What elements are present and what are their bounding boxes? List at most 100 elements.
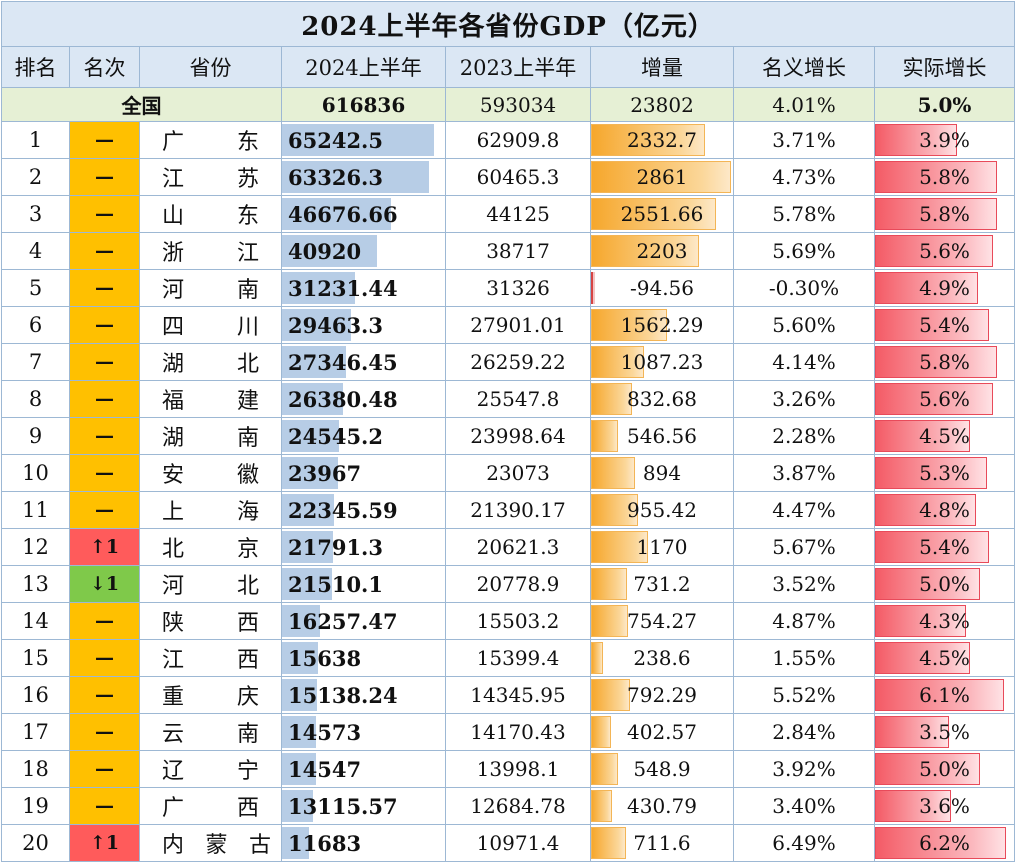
province-cell: 内蒙古 [139, 824, 282, 862]
province-name: 云南 [141, 716, 281, 748]
province-name: 福建 [141, 383, 281, 415]
table-row: 14— 陕西 16257.47 15503.2 754.27 4.87% 4.3% [1, 602, 1015, 640]
rank-change-badge: — [69, 787, 140, 825]
rank-change-badge: — [69, 454, 140, 492]
gdp-2024-cell: 15138.24 [281, 676, 446, 714]
increase-cell: 1562.29 [590, 306, 734, 344]
real-growth-value: 5.6% [919, 387, 970, 411]
rank-cell: 14 [1, 602, 70, 640]
real-growth-value: 5.8% [919, 202, 970, 226]
increase-value: 731.2 [633, 572, 691, 596]
rank-cell: 4 [1, 232, 70, 270]
increase-cell: 955.42 [590, 491, 734, 529]
gdp-2024-bar [282, 753, 316, 785]
national-nominal-growth: 4.01% [733, 87, 875, 122]
rank-cell: 17 [1, 713, 70, 751]
real-growth-cell: 5.8% [873, 195, 1015, 233]
national-label: 全国 [1, 87, 282, 122]
gdp-2024-bar [282, 272, 355, 304]
gdp-2024-bar [282, 161, 430, 193]
province-cell: 重庆 [139, 676, 282, 714]
province-cell: 陕西 [139, 602, 282, 640]
increase-cell: 548.9 [590, 750, 734, 788]
table-row: 19— 广西 13115.57 12684.78 430.79 3.40% 3.6% [1, 787, 1015, 825]
real-growth-cell: 4.9% [873, 269, 1015, 307]
gdp-2024-cell: 22345.59 [281, 491, 446, 529]
increase-cell: 754.27 [590, 602, 734, 640]
real-growth-cell: 4.5% [873, 639, 1015, 677]
real-growth-cell: 5.0% [873, 565, 1015, 603]
province-cell: 福建 [139, 380, 282, 418]
province-name: 内蒙古 [141, 827, 281, 859]
province-char: 苏 [236, 167, 259, 192]
gdp-2024-cell: 46676.66 [281, 195, 446, 233]
gdp-2023-cell: 14170.43 [445, 713, 591, 751]
gdp-2024-cell: 11683 [281, 824, 446, 862]
province-char: 河 [162, 574, 185, 599]
national-gdp-2023: 593034 [445, 87, 591, 122]
gdp-2024-cell: 16257.47 [281, 602, 446, 640]
real-growth-cell: 5.0% [873, 750, 1015, 788]
nominal-growth-cell: 3.40% [733, 787, 875, 825]
province-char: 西 [236, 796, 259, 821]
increase-cell: 2861 [590, 158, 734, 196]
province-char: 北 [236, 574, 259, 599]
increase-bar [591, 753, 618, 785]
increase-cell: 2203 [590, 232, 734, 270]
header-increase: 增量 [590, 46, 734, 88]
real-growth-bar [875, 679, 1004, 711]
real-growth-value: 5.8% [919, 165, 970, 189]
province-char: 北 [162, 537, 185, 562]
header-gdp-2024: 2024上半年 [281, 46, 446, 88]
gdp-2024-bar [282, 531, 333, 563]
national-gdp-2024: 616836 [281, 87, 446, 122]
real-growth-value: 4.5% [919, 646, 970, 670]
increase-cell: 1170 [590, 528, 734, 566]
gdp-2024-bar [282, 827, 310, 859]
gdp-2024-value: 63326.3 [288, 164, 383, 190]
real-growth-bar [875, 457, 987, 489]
gdp-2024-cell: 26380.48 [281, 380, 446, 418]
increase-bar [591, 568, 627, 600]
real-growth-cell: 4.5% [873, 417, 1015, 455]
nominal-growth-cell: 3.87% [733, 454, 875, 492]
gdp-2024-bar [282, 716, 316, 748]
province-char: 内 [162, 833, 185, 858]
increase-value: 894 [642, 461, 682, 485]
increase-cell: 792.29 [590, 676, 734, 714]
nominal-growth-cell: 5.67% [733, 528, 875, 566]
nominal-growth-cell: 2.28% [733, 417, 875, 455]
title-row: 2024上半年各省份GDP（亿元） [0, 1, 1015, 47]
table-row: 4— 浙江 40920 38717 2203 5.69% 5.6% [1, 232, 1015, 270]
real-growth-cell: 3.6% [873, 787, 1015, 825]
gdp-2024-value: 40920 [288, 238, 362, 264]
real-growth-cell: 5.6% [873, 232, 1015, 270]
real-growth-value: 6.1% [919, 683, 970, 707]
gdp-2024-bar [282, 235, 378, 267]
increase-bar [591, 383, 632, 415]
gdp-2024-value: 23967 [288, 460, 362, 486]
real-growth-value: 5.3% [919, 461, 970, 485]
gdp-2024-cell: 65242.5 [281, 121, 446, 159]
increase-value: 955.42 [627, 498, 697, 522]
gdp-2024-bar [282, 457, 338, 489]
gdp-2024-cell: 40920 [281, 232, 446, 270]
gdp-2024-cell: 21510.1 [281, 565, 446, 603]
header-change: 名次 [69, 46, 140, 88]
real-growth-bar [875, 494, 977, 526]
increase-bar [591, 309, 668, 341]
province-name: 广西 [141, 790, 281, 822]
gdp-2024-cell: 14547 [281, 750, 446, 788]
nominal-growth-cell: 4.14% [733, 343, 875, 381]
rank-change-badge: ↑1 [69, 528, 140, 566]
nominal-growth-cell: 3.71% [733, 121, 875, 159]
real-growth-value: 5.4% [919, 535, 970, 559]
rank-change-badge: — [69, 602, 140, 640]
increase-negative-bar [591, 272, 595, 304]
gdp-2023-cell: 14345.95 [445, 676, 591, 714]
real-growth-value: 6.2% [919, 831, 970, 855]
province-char: 福 [162, 389, 185, 414]
gdp-2023-cell: 15399.4 [445, 639, 591, 677]
gdp-2024-bar [282, 568, 333, 600]
increase-bar [591, 457, 635, 489]
